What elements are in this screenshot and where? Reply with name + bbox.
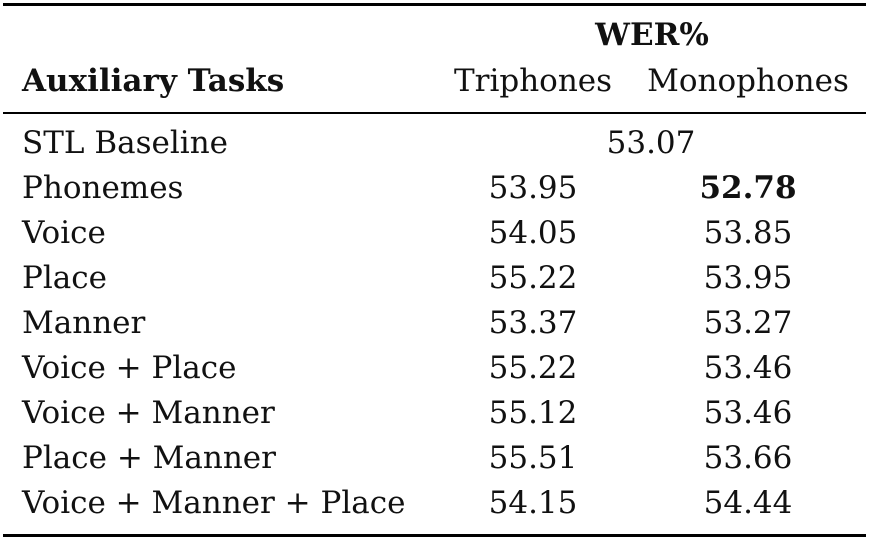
table-row: Voice + Place 55.22 53.46 xyxy=(0,348,869,393)
monophones-value-best: 52.78 xyxy=(699,170,797,206)
table-row: Place 55.22 53.95 xyxy=(0,258,869,303)
table-bottom-rule xyxy=(3,534,866,537)
row-label: Place xyxy=(22,260,107,296)
triphones-value: 55.22 xyxy=(488,260,578,296)
monophones-value: 53.46 xyxy=(703,350,793,386)
monophones-value: 53.66 xyxy=(703,440,793,476)
row-label: Voice xyxy=(22,215,106,251)
table-top-rule xyxy=(3,3,866,6)
baseline-value: 53.07 xyxy=(606,125,696,161)
row-label: Voice + Manner xyxy=(22,395,275,431)
triphones-value: 53.37 xyxy=(488,305,578,341)
table-row-baseline: STL Baseline 53.07 xyxy=(0,123,869,168)
triphones-value: 54.05 xyxy=(488,215,578,251)
triphones-header: Triphones xyxy=(453,63,613,99)
table-row: Voice 54.05 53.85 xyxy=(0,213,869,258)
row-label: Phonemes xyxy=(22,170,184,206)
table-row: Voice + Manner + Place 54.15 54.44 xyxy=(0,483,869,528)
table-row: Phonemes 53.95 52.78 xyxy=(0,168,869,213)
row-label: STL Baseline xyxy=(22,125,229,161)
row-label: Place + Manner xyxy=(22,440,276,476)
auxiliary-tasks-header: Auxiliary Tasks xyxy=(22,63,285,99)
triphones-value: 55.51 xyxy=(488,440,578,476)
monophones-value: 53.46 xyxy=(703,395,793,431)
table-row: Voice + Manner 55.12 53.46 xyxy=(0,393,869,438)
monophones-value: 53.95 xyxy=(703,260,793,296)
table-row: Manner 53.37 53.27 xyxy=(0,303,869,348)
row-label: Voice + Manner + Place xyxy=(22,485,406,521)
table-header-rule xyxy=(3,112,866,114)
row-label: Voice + Place xyxy=(22,350,237,386)
monophones-header: Monophones xyxy=(647,63,849,99)
wer-group-header: WER% xyxy=(595,17,709,53)
table-row: Place + Manner 55.51 53.66 xyxy=(0,438,869,483)
triphones-value: 55.12 xyxy=(488,395,578,431)
triphones-value: 55.22 xyxy=(488,350,578,386)
triphones-value: 54.15 xyxy=(488,485,578,521)
row-label: Manner xyxy=(22,305,146,341)
monophones-value: 54.44 xyxy=(703,485,793,521)
triphones-value: 53.95 xyxy=(488,170,578,206)
monophones-value: 53.27 xyxy=(703,305,793,341)
monophones-value: 53.85 xyxy=(703,215,793,251)
